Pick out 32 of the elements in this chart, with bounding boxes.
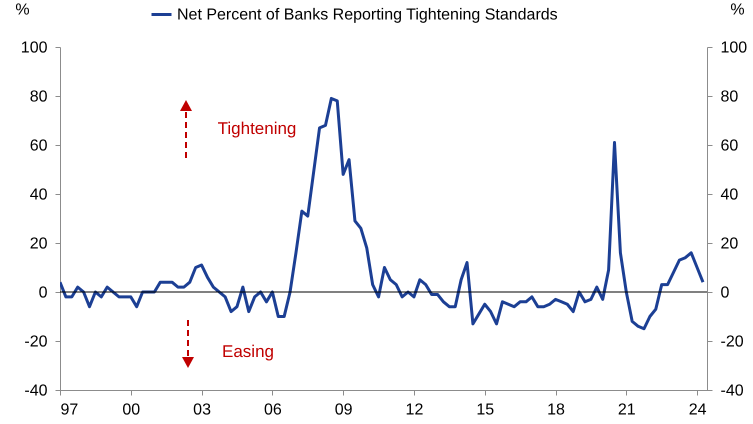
- x-tick-label: 00: [122, 402, 140, 418]
- x-tick-label: 03: [193, 402, 212, 418]
- x-tick-label: 21: [618, 402, 636, 418]
- x-tick-label: 24: [688, 402, 707, 418]
- annotation: Easing: [222, 342, 274, 361]
- x-tick-label: 06: [264, 402, 282, 418]
- x-tick-label: 18: [547, 402, 566, 418]
- y2-tick-label: 20: [720, 236, 738, 252]
- y2-tick-label: 100: [720, 40, 748, 56]
- y2-axis-title: %: [730, 2, 745, 18]
- y2-tick-label: 80: [720, 88, 738, 106]
- x-tick-label: 09: [334, 402, 353, 418]
- y-tick-label: 40: [30, 186, 48, 204]
- y-tick-label: -40: [24, 382, 48, 400]
- x-tick-label: 12: [406, 402, 424, 418]
- y2-tick-label: -20: [720, 334, 744, 350]
- y-tick-label: 20: [30, 236, 48, 252]
- x-tick-label: 97: [60, 402, 78, 418]
- y-tick-label: 60: [30, 138, 48, 154]
- y2-tick-label: 0: [720, 284, 730, 302]
- x-tick-label: 15: [476, 402, 494, 418]
- y2-tick-label: 60: [720, 138, 738, 154]
- y-axis-title: %: [15, 2, 30, 18]
- line-series: [60, 96, 704, 330]
- y-tick-label: 80: [30, 88, 48, 106]
- y2-tick-label: -40: [720, 382, 744, 400]
- y2-tick-label: 40: [720, 186, 738, 204]
- y-tick-label: 100: [20, 40, 48, 56]
- annotation: Tightening: [218, 119, 296, 138]
- legend-label: Net Percent of Banks Reporting Tightening Standards: [177, 6, 558, 24]
- y-tick-label: 0: [38, 284, 48, 302]
- y-tick-label: -20: [24, 334, 48, 350]
